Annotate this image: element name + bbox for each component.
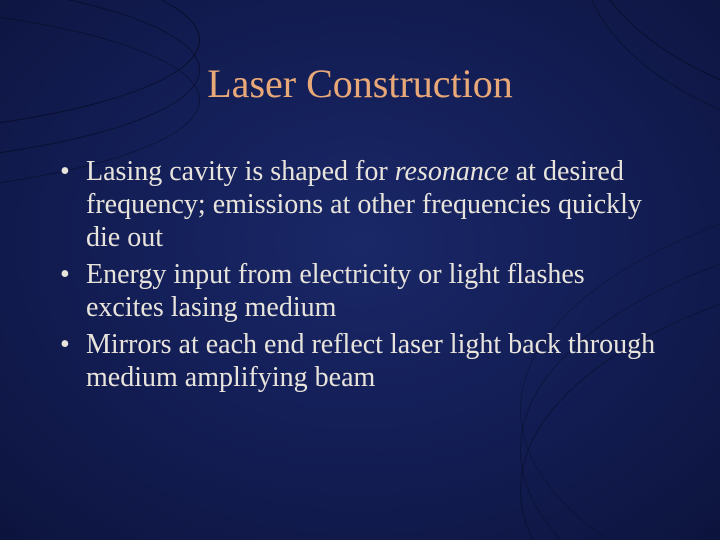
bullet-text-em: resonance (395, 156, 509, 187)
bullet-item: Mirrors at each end reflect laser light … (56, 328, 664, 394)
slide-body: Lasing cavity is shaped for resonance at… (56, 155, 664, 398)
bullet-item: Energy input from electricity or light f… (56, 258, 664, 324)
bullet-text-pre: Mirrors at each end reflect laser light … (86, 329, 655, 393)
bullet-list: Lasing cavity is shaped for resonance at… (56, 155, 664, 394)
bullet-text-pre: Energy input from electricity or light f… (86, 259, 585, 323)
bullet-item: Lasing cavity is shaped for resonance at… (56, 155, 664, 254)
slide: Laser Construction Lasing cavity is shap… (0, 0, 720, 540)
slide-title: Laser Construction (0, 60, 720, 107)
bullet-text-pre: Lasing cavity is shaped for (86, 156, 395, 187)
